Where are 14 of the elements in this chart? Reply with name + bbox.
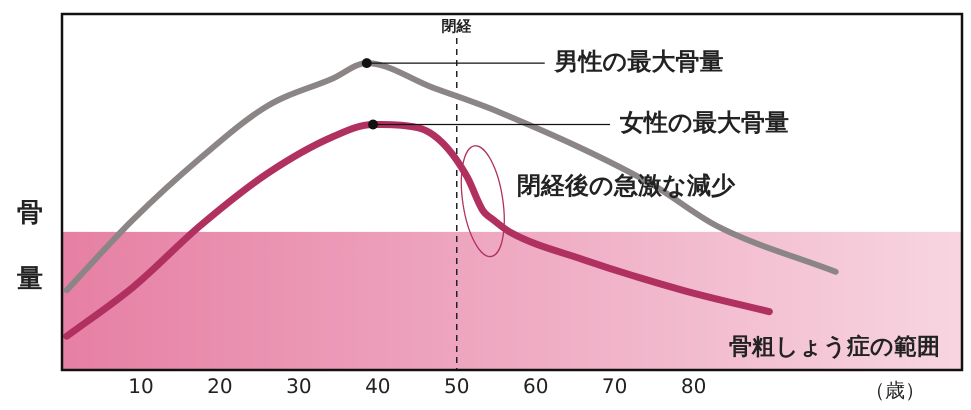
x-axis-title: （歳） — [865, 378, 925, 402]
x-tick-label: 50 — [444, 374, 470, 398]
x-tick-label: 20 — [207, 374, 233, 398]
x-tick-label: 40 — [365, 374, 391, 398]
x-tick-label: 70 — [602, 374, 628, 398]
ref-line-label: 閉経 — [442, 16, 473, 35]
text: 骨量 — [17, 198, 43, 294]
x-tick-label: 80 — [680, 374, 706, 398]
annotation: 女性の最大骨量 — [619, 108, 790, 137]
annotation: 男性の最大骨量 — [554, 47, 724, 76]
x-tick-label: 60 — [522, 374, 548, 398]
band-label: 骨粗しょう症の範囲 — [729, 334, 940, 360]
x-tick-label: 30 — [286, 374, 312, 398]
x-tick-label: 10 — [128, 374, 154, 398]
